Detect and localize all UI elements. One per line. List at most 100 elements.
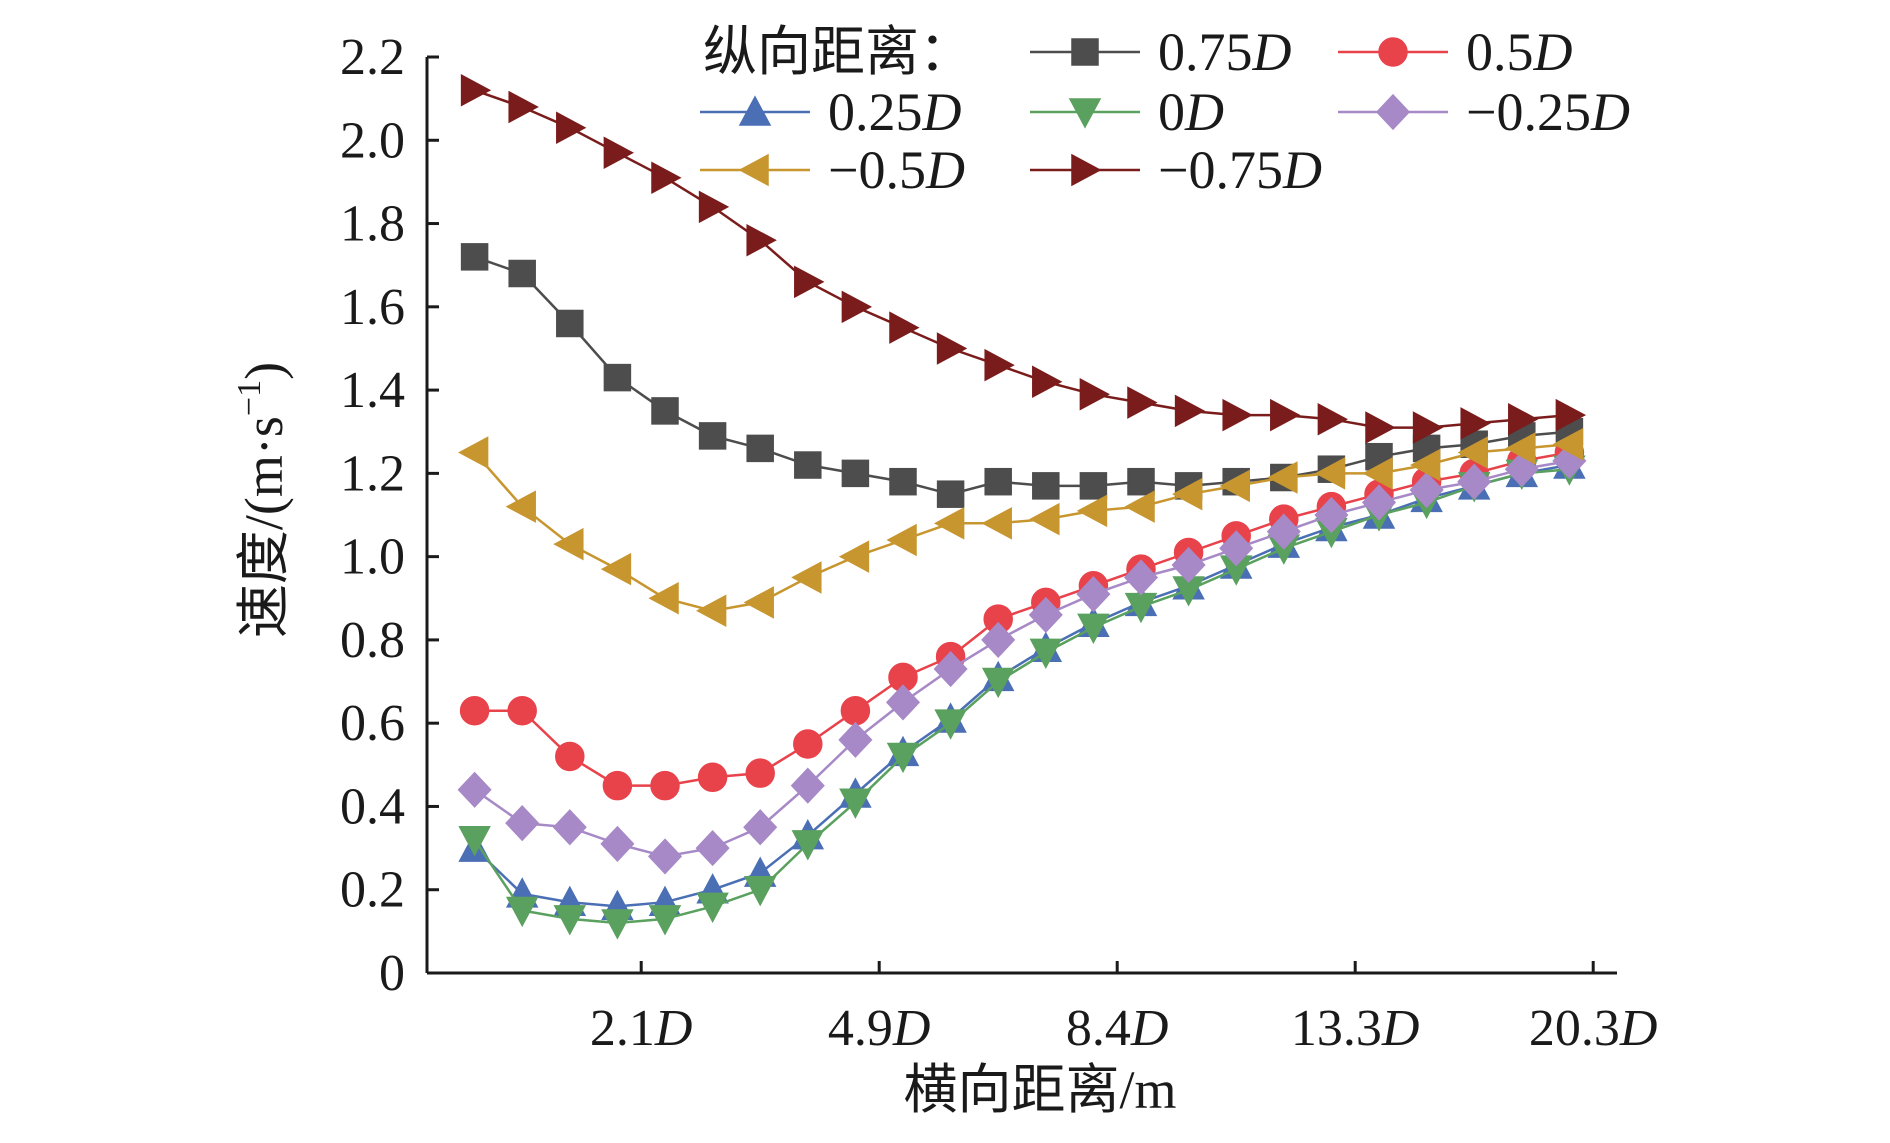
series-line	[473, 463, 1570, 908]
series-line	[473, 467, 1570, 925]
data-point	[1505, 432, 1536, 465]
data-point	[1365, 411, 1396, 444]
data-point	[791, 561, 822, 594]
data-point	[460, 243, 489, 271]
data-point	[698, 190, 730, 224]
data-point	[1124, 490, 1155, 523]
data-point	[936, 480, 965, 508]
x-axis-title: 横向距离/m	[903, 1060, 1176, 1120]
data-point	[1266, 513, 1301, 550]
data-point	[1222, 398, 1253, 432]
legend-marker	[1071, 38, 1099, 66]
data-point	[743, 586, 774, 619]
series-3	[458, 455, 1586, 940]
legend-title: 纵向距离：	[703, 22, 973, 82]
series-group	[457, 74, 1587, 940]
data-point	[933, 650, 968, 688]
data-point	[695, 829, 730, 867]
data-point	[601, 909, 634, 940]
data-point	[793, 729, 823, 759]
data-point	[602, 770, 633, 801]
data-point	[984, 348, 1015, 382]
data-point	[651, 397, 679, 425]
data-point	[459, 695, 490, 726]
data-point	[648, 582, 679, 615]
series-line	[474, 255, 1570, 496]
data-point	[600, 552, 632, 586]
data-point	[1460, 407, 1491, 440]
data-point	[981, 621, 1016, 659]
data-point	[743, 875, 777, 907]
data-point	[790, 767, 825, 804]
x-tick-label: 13.3D	[1291, 1000, 1420, 1057]
data-point	[936, 332, 968, 365]
data-point	[508, 90, 539, 124]
data-point	[650, 770, 680, 801]
legend-item: −0.75D	[1030, 140, 1322, 200]
data-point	[553, 527, 584, 561]
data-point	[1172, 477, 1203, 511]
y-tick-label: 1.8	[340, 196, 405, 253]
y-tick-label: 1.2	[340, 445, 405, 502]
data-point	[1270, 398, 1301, 432]
series-4	[457, 442, 1587, 875]
data-point	[1127, 386, 1158, 419]
data-point	[457, 771, 492, 808]
data-point	[1314, 457, 1346, 490]
legend-label: 0.75D	[1158, 22, 1292, 82]
legend-item: −0.25D	[1338, 82, 1630, 142]
legend-label: 0.5D	[1466, 22, 1573, 82]
data-point	[508, 259, 536, 288]
data-point	[603, 363, 632, 392]
data-point	[1029, 638, 1063, 669]
data-point	[1457, 436, 1488, 469]
data-point	[1409, 471, 1444, 509]
legend-item: 0.75D	[1030, 22, 1292, 82]
data-point	[1457, 463, 1492, 500]
legend: 纵向距离： 0.75D 0.5D 0.25D 0D −0.25D −0.5D −0.75D	[700, 22, 1630, 200]
data-point	[1314, 496, 1349, 534]
data-point	[1552, 427, 1584, 461]
data-point	[1077, 613, 1110, 645]
legend-item: −0.5D	[700, 140, 965, 200]
data-point	[841, 290, 872, 324]
data-point	[458, 436, 489, 469]
data-point	[505, 805, 540, 842]
legend-marker	[738, 153, 769, 187]
x-tick-label: 20.3D	[1529, 1000, 1658, 1057]
data-point	[886, 523, 917, 557]
data-point	[556, 309, 584, 338]
data-point	[1076, 576, 1111, 613]
data-point	[889, 311, 920, 344]
data-point	[839, 788, 872, 819]
data-point	[505, 896, 539, 928]
legend-marker	[738, 95, 772, 126]
y-tick-label: 2.0	[340, 112, 405, 169]
y-tick-label: 0.4	[340, 778, 405, 835]
data-point	[791, 830, 825, 861]
data-point	[697, 762, 728, 793]
y-tick-label: 1.4	[340, 362, 405, 419]
data-point	[1029, 502, 1060, 536]
data-point	[1174, 394, 1206, 428]
data-point	[1219, 469, 1250, 503]
data-point	[1032, 365, 1063, 399]
x-tick-label: 4.9D	[828, 1000, 931, 1057]
series-line	[474, 89, 1570, 429]
data-point	[1508, 402, 1539, 436]
legend-item: 0.25D	[700, 82, 962, 142]
data-point	[838, 721, 873, 758]
data-point	[841, 459, 870, 488]
data-point	[840, 695, 871, 726]
y-tick-label: 1.6	[340, 279, 405, 336]
data-point	[600, 825, 635, 863]
data-point	[981, 507, 1012, 540]
y-axis-title: 速度/(m·s−1)	[231, 362, 294, 638]
legend-marker	[1378, 37, 1408, 67]
data-point	[507, 695, 537, 726]
axes: 0 0.2 0.4 0.6 0.8 1.0 1.2 1.4 1.6 1.8 2.0 2.2 2.1D 4.…	[340, 29, 1657, 1057]
legend-label: −0.5D	[828, 140, 965, 200]
data-point	[1555, 398, 1586, 432]
data-point	[746, 434, 774, 463]
